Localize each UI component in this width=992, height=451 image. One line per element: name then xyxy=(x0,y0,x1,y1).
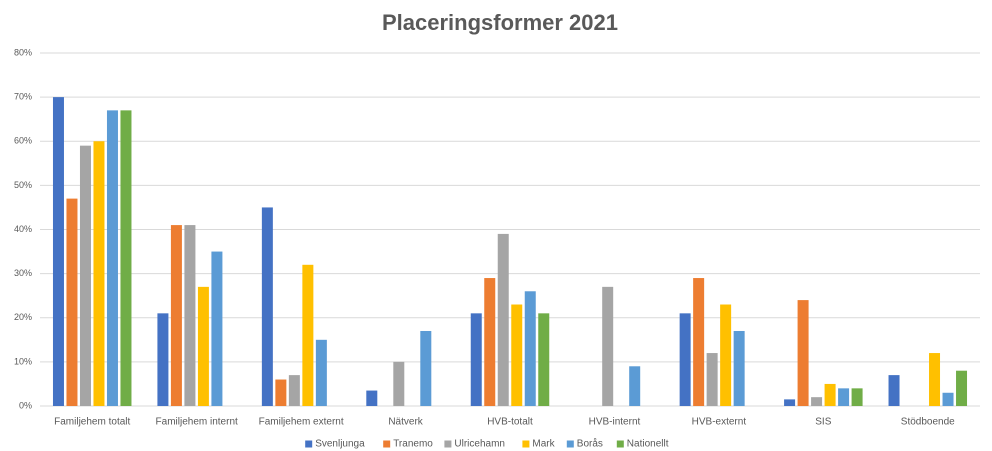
bar xyxy=(106,110,118,407)
bar xyxy=(511,304,523,406)
bar xyxy=(888,375,900,406)
bar xyxy=(288,375,300,406)
bar xyxy=(538,313,550,406)
x-tick-label: Stödboende xyxy=(901,417,955,428)
bar xyxy=(497,233,509,406)
bar xyxy=(720,304,732,406)
bar xyxy=(811,397,823,406)
bar xyxy=(157,313,169,406)
bar xyxy=(52,97,64,406)
bar xyxy=(302,264,314,406)
legend-label: Ulricehamn xyxy=(454,439,505,450)
bar xyxy=(470,313,482,406)
y-tick-label: 40% xyxy=(14,224,32,234)
bar xyxy=(956,370,968,406)
x-tick-label: Nätverk xyxy=(388,417,423,428)
legend-swatch xyxy=(383,440,391,448)
y-tick-label: 20% xyxy=(14,312,32,322)
bar xyxy=(79,145,91,406)
legend-swatch xyxy=(616,440,624,448)
bar xyxy=(942,392,954,406)
bar xyxy=(851,388,863,406)
bar xyxy=(629,366,641,406)
bar xyxy=(679,313,691,406)
bar xyxy=(315,339,327,406)
bar xyxy=(93,141,105,406)
legend-label: Svenljunga xyxy=(315,439,365,450)
y-tick-label: 60% xyxy=(14,136,32,146)
bar xyxy=(170,225,182,406)
x-tick-label: HVB-totalt xyxy=(487,417,533,428)
x-tick-label: Familjehem totalt xyxy=(54,417,130,428)
bar xyxy=(602,286,614,406)
bar xyxy=(524,291,536,406)
bar xyxy=(211,251,223,406)
y-tick-label: 0% xyxy=(19,400,32,410)
bar xyxy=(929,353,941,406)
y-tick-label: 10% xyxy=(14,356,32,366)
legend-label: Tranemo xyxy=(393,439,433,450)
bar xyxy=(120,110,132,407)
x-tick-label: HVB-externt xyxy=(692,417,747,428)
bar xyxy=(797,300,809,406)
y-tick-label: 50% xyxy=(14,180,32,190)
legend-label: Mark xyxy=(532,439,555,450)
bar xyxy=(393,361,405,406)
x-tick-label: HVB-internt xyxy=(589,417,641,428)
chart-title: Placeringsformer 2021 xyxy=(382,10,618,35)
bar xyxy=(733,330,745,406)
legend-swatch xyxy=(566,440,574,448)
x-tick-label: SIS xyxy=(815,417,831,428)
legend-swatch xyxy=(305,440,313,448)
bar xyxy=(197,286,209,406)
bar xyxy=(366,390,378,406)
bar xyxy=(420,330,432,406)
y-tick-label: 80% xyxy=(14,47,32,57)
legend-swatch xyxy=(444,440,452,448)
bar xyxy=(275,379,287,406)
bar xyxy=(484,278,496,406)
bar xyxy=(693,278,705,406)
bar xyxy=(66,198,78,406)
y-tick-label: 30% xyxy=(14,268,32,278)
bar xyxy=(784,399,796,406)
bar xyxy=(838,388,850,406)
x-tick-label: Familjehem internt xyxy=(156,417,238,428)
y-tick-label: 70% xyxy=(14,92,32,102)
bar xyxy=(824,383,836,406)
bar xyxy=(261,207,273,406)
legend-label: Borås xyxy=(577,438,603,450)
legend-swatch xyxy=(522,440,530,448)
legend-label: Nationellt xyxy=(627,439,669,450)
bar xyxy=(706,353,718,406)
x-tick-label: Familjehem externt xyxy=(259,417,344,428)
bar xyxy=(184,225,196,406)
